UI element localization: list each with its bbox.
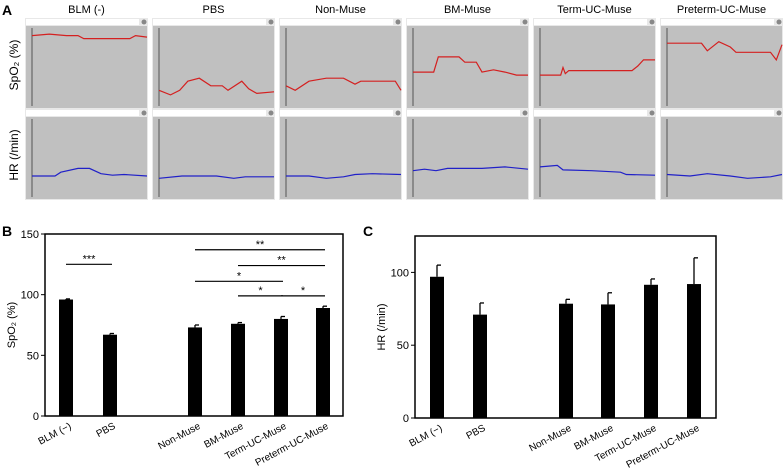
hr-monitor-header xyxy=(26,110,139,116)
hr-trace xyxy=(666,173,783,179)
hr-plot-area xyxy=(534,117,655,199)
spo2-monitor-header xyxy=(280,19,393,25)
spo2-plot-area xyxy=(280,26,401,108)
group-title: BM-Muse xyxy=(444,4,491,16)
gear-icon[interactable] xyxy=(649,110,655,116)
panel-label-b: B xyxy=(2,223,12,239)
gear-icon[interactable] xyxy=(776,110,782,116)
y-tick-label: 100 xyxy=(21,290,39,302)
spo2-trace xyxy=(540,59,655,76)
spo2-trace xyxy=(285,77,402,91)
spo2-plot-area xyxy=(534,26,655,108)
x-tick-label: BLM (−) xyxy=(37,421,74,448)
significance-label: * xyxy=(237,270,242,282)
x-tick-label: BLM (−) xyxy=(408,423,445,450)
bar xyxy=(316,308,330,416)
gear-icon[interactable] xyxy=(268,19,274,25)
panel-a-monitor-traces: BLM (-) PBS Non-Muse BM-Muse Term-UC-Muse Pre… xyxy=(25,4,783,200)
spo2-monitor-header xyxy=(407,19,520,25)
significance-label: ** xyxy=(277,255,286,267)
x-tick-label: Non-Muse xyxy=(528,423,574,455)
row-label-hr: HR (/min) xyxy=(7,129,21,180)
gear-icon[interactable] xyxy=(141,19,147,25)
panel-label-c: C xyxy=(363,223,373,239)
y-tick-label: 50 xyxy=(397,340,409,352)
y-tick-label: 0 xyxy=(33,411,39,423)
x-tick-label: PBS xyxy=(465,423,488,442)
x-tick-label: Preterm-UC-Muse xyxy=(254,421,331,469)
hr-plot-area xyxy=(661,117,782,199)
spo2-monitor-header xyxy=(26,19,139,25)
spo2-trace xyxy=(667,41,783,62)
y-axis-label: SpO₂ (%) xyxy=(6,302,18,348)
group-title: BLM (-) xyxy=(68,4,105,16)
group-title: PBS xyxy=(202,4,224,16)
gear-icon[interactable] xyxy=(649,19,655,25)
y-axis-label: HR (/min) xyxy=(376,303,388,350)
gear-icon[interactable] xyxy=(776,19,782,25)
y-tick-label: 50 xyxy=(27,350,39,362)
bar xyxy=(231,323,245,416)
y-tick-label: 0 xyxy=(403,413,409,425)
hr-plot-area xyxy=(153,117,274,199)
bar xyxy=(473,314,487,418)
y-tick-label: 100 xyxy=(391,267,409,279)
y-tick-label: 150 xyxy=(21,229,39,241)
hr-monitor-header xyxy=(407,110,520,116)
group-title: Preterm-UC-Muse xyxy=(677,4,766,16)
gear-icon[interactable] xyxy=(395,19,401,25)
bar xyxy=(59,299,73,416)
group-title: Non-Muse xyxy=(315,4,366,16)
hr-trace xyxy=(32,167,148,177)
hr-trace xyxy=(286,173,402,179)
gear-icon[interactable] xyxy=(522,19,528,25)
bar xyxy=(274,318,288,416)
spo2-monitor-header xyxy=(534,19,647,25)
hr-monitor-header xyxy=(661,110,774,116)
gear-icon[interactable] xyxy=(141,110,147,116)
bar xyxy=(644,284,658,418)
spo2-plot-area xyxy=(26,26,147,108)
hr-trace xyxy=(539,164,656,176)
spo2-plot-area xyxy=(407,26,528,108)
x-tick-label: Preterm-UC-Muse xyxy=(625,423,702,470)
bar xyxy=(188,327,202,416)
significance-label: *** xyxy=(83,253,97,265)
gear-icon[interactable] xyxy=(522,110,528,116)
spo2-trace xyxy=(413,56,528,76)
x-tick-label: Non-Muse xyxy=(157,421,203,453)
bar xyxy=(559,303,573,418)
significance-label: * xyxy=(258,285,263,297)
x-tick-label: PBS xyxy=(95,421,118,440)
spo2-plot-area xyxy=(153,26,274,108)
group-title: Term-UC-Muse xyxy=(557,4,632,16)
hr-monitor-header xyxy=(280,110,393,116)
spo2-monitor-header xyxy=(153,19,266,25)
bar xyxy=(103,334,117,416)
hr-plot-area xyxy=(26,117,147,199)
hr-plot-area xyxy=(280,117,401,199)
hr-monitor-header xyxy=(534,110,647,116)
panel-label-a: A xyxy=(2,2,12,18)
hr-trace xyxy=(158,175,274,179)
hr-plot-area xyxy=(407,117,528,199)
hr-trace xyxy=(412,166,529,172)
significance-label: ** xyxy=(256,239,265,251)
significance-label: * xyxy=(301,285,306,297)
spo2-plot-area xyxy=(661,26,782,108)
spo2-monitor-header xyxy=(661,19,774,25)
gear-icon[interactable] xyxy=(395,110,401,116)
bar xyxy=(430,276,444,418)
bar xyxy=(601,304,615,418)
spo2-trace xyxy=(158,77,275,96)
bar xyxy=(687,284,701,418)
hr-monitor-header xyxy=(153,110,266,116)
row-label-spo2: SpO₂ (%) xyxy=(7,40,21,91)
spo2-trace xyxy=(31,33,148,40)
gear-icon[interactable] xyxy=(268,110,274,116)
